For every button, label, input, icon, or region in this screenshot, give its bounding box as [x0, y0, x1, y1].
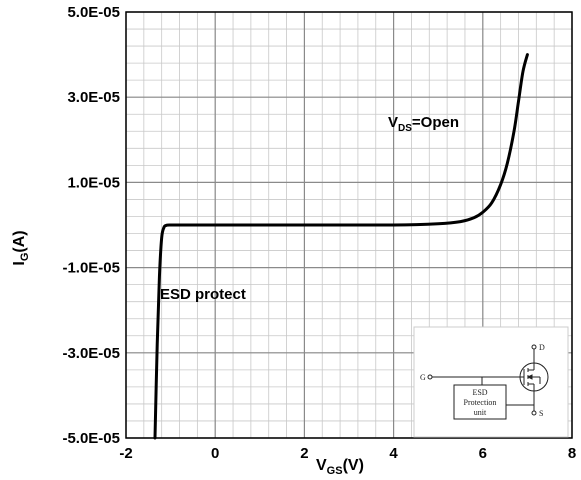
series-layer — [153, 53, 529, 440]
y-tick-labels: -5.0E-05 -3.0E-05 -1.0E-05 1.0E-05 3.0E-05 5.… — [62, 4, 120, 447]
x-tick-label: -2 — [119, 445, 132, 462]
inset-box-line1: ESD — [472, 388, 487, 397]
inset-source-label: S — [539, 409, 543, 418]
mosfet-symbol-icon — [427, 344, 549, 420]
x-tick-labels: -2 0 2 4 6 8 — [119, 445, 576, 462]
y-tick-label: 5.0E-05 — [67, 4, 120, 21]
x-tick-label: 6 — [479, 445, 487, 462]
y-axis-label: IG(A) — [11, 230, 31, 265]
x-axis-label: VGS(V) — [316, 457, 364, 477]
y-tick-label: -3.0E-05 — [62, 345, 120, 362]
y-tick-label: 1.0E-05 — [67, 174, 120, 191]
annotation-esd-protect: ESD protect — [160, 286, 246, 303]
x-tick-label: 8 — [568, 445, 576, 462]
plot-frame — [125, 11, 573, 439]
inset-background — [413, 326, 569, 438]
y-tick-label: 3.0E-05 — [67, 89, 120, 106]
series-line — [153, 53, 529, 440]
inset-gate-label: G — [420, 373, 426, 382]
y-tick-label: -5.0E-05 — [62, 430, 120, 447]
inset-box-line3: unit — [474, 408, 487, 417]
inset-drain-label: D — [539, 343, 545, 352]
x-tick-label: 2 — [300, 445, 308, 462]
esd-circuit-inset: D G S ESD Protection unit — [413, 326, 569, 438]
annotation-vds-open: VDS=Open — [388, 114, 459, 134]
x-tick-label: 0 — [211, 445, 219, 462]
y-tick-label: -1.0E-05 — [62, 260, 120, 277]
inset-box-line2: Protection — [464, 398, 497, 407]
x-tick-label: 4 — [389, 445, 398, 462]
